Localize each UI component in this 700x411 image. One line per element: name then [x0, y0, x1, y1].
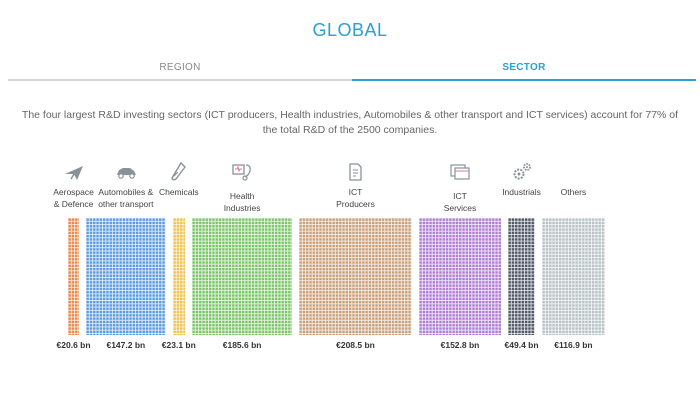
page-title: GLOBAL [312, 20, 388, 40]
chart-description: The four largest R&D investing sectors (… [21, 109, 679, 136]
bar-2 [86, 218, 166, 335]
category-label-5: ICT Producers [336, 187, 375, 209]
tab-region-underline [8, 79, 352, 81]
plane-icon [64, 166, 83, 180]
tab-sector-underline [352, 79, 696, 81]
gears-icon [513, 163, 531, 180]
bar-8 [541, 218, 605, 335]
tab-region[interactable]: REGION [159, 62, 201, 73]
value-label-4: €185.6 bn [222, 340, 262, 350]
value-label-8: €116.9 bn [554, 340, 593, 350]
value-label-3: €23.1 bn [161, 340, 196, 350]
stethoscope-icon [232, 164, 251, 181]
bar-1 [68, 218, 80, 335]
value-label-2: €147.2 bn [106, 340, 146, 350]
bar-6 [418, 218, 502, 335]
bar-3 [172, 218, 186, 335]
category-label-8: Others [560, 187, 587, 197]
bar-4 [192, 218, 293, 335]
category-label-1: Aerospace & Defence [53, 187, 94, 209]
bar-5 [299, 218, 412, 335]
value-label-6: €152.8 bn [440, 340, 480, 350]
value-label-5: €208.5 bn [336, 340, 375, 350]
browser-window-icon [450, 164, 470, 180]
tab-sector[interactable]: SECTOR [502, 62, 546, 73]
bar-7 [508, 218, 535, 335]
value-label-1: €20.6 bn [56, 340, 91, 350]
category-label-3: Chemicals [158, 187, 199, 197]
value-label-7: €49.4 bn [504, 340, 539, 350]
flask-icon [171, 162, 186, 181]
category-label-4: Health Industries [223, 191, 261, 213]
category-label-2: Automobiles & other transport [98, 187, 154, 209]
car-icon [116, 168, 136, 179]
document-icon [349, 163, 363, 181]
category-label-7: Industrials [502, 187, 541, 197]
category-label-6: ICT Services [443, 191, 477, 213]
